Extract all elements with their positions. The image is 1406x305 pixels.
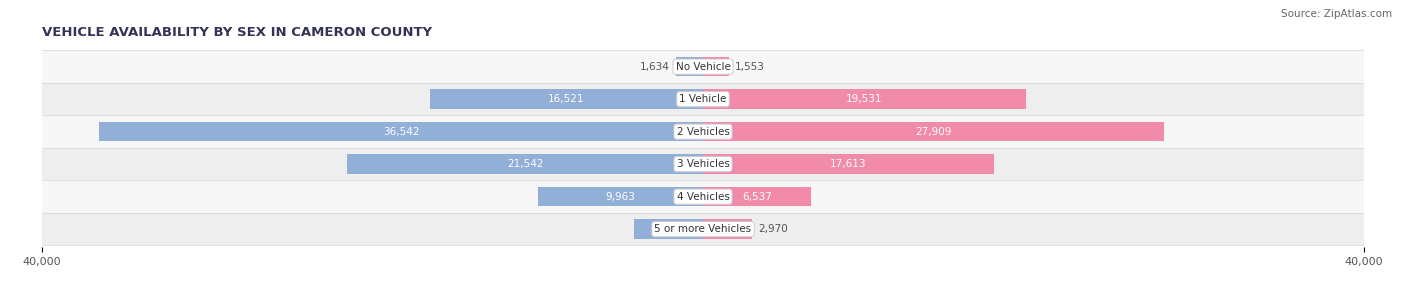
Bar xyxy=(347,154,703,174)
Text: 36,542: 36,542 xyxy=(382,127,419,137)
Bar xyxy=(703,154,994,174)
Text: VEHICLE AVAILABILITY BY SEX IN CAMERON COUNTY: VEHICLE AVAILABILITY BY SEX IN CAMERON C… xyxy=(42,26,432,39)
Bar xyxy=(42,148,1364,181)
Bar xyxy=(430,89,703,109)
Bar xyxy=(634,219,703,239)
Text: 5 or more Vehicles: 5 or more Vehicles xyxy=(654,224,752,234)
Text: 3 Vehicles: 3 Vehicles xyxy=(676,159,730,169)
Bar xyxy=(703,89,1025,109)
Text: 1,634: 1,634 xyxy=(640,62,669,72)
Bar xyxy=(100,122,703,142)
Text: 6,537: 6,537 xyxy=(742,192,772,202)
Bar xyxy=(703,187,811,206)
Bar xyxy=(703,57,728,77)
Text: 17,613: 17,613 xyxy=(830,159,866,169)
Text: 16,521: 16,521 xyxy=(548,94,585,104)
Text: No Vehicle: No Vehicle xyxy=(675,62,731,72)
Text: 4,165: 4,165 xyxy=(654,224,683,234)
Text: 1,553: 1,553 xyxy=(735,62,765,72)
Text: Source: ZipAtlas.com: Source: ZipAtlas.com xyxy=(1281,9,1392,19)
Bar xyxy=(703,219,752,239)
Text: 19,531: 19,531 xyxy=(846,94,883,104)
Bar xyxy=(42,115,1364,148)
Bar xyxy=(42,213,1364,246)
Bar xyxy=(42,83,1364,115)
Text: 27,909: 27,909 xyxy=(915,127,952,137)
Text: 21,542: 21,542 xyxy=(506,159,543,169)
Bar xyxy=(676,57,703,77)
Text: 2,970: 2,970 xyxy=(759,224,789,234)
Text: 2 Vehicles: 2 Vehicles xyxy=(676,127,730,137)
Bar xyxy=(538,187,703,206)
Text: 9,963: 9,963 xyxy=(606,192,636,202)
Text: 1 Vehicle: 1 Vehicle xyxy=(679,94,727,104)
Bar xyxy=(42,181,1364,213)
Bar xyxy=(42,50,1364,83)
Text: 4 Vehicles: 4 Vehicles xyxy=(676,192,730,202)
Bar xyxy=(703,122,1164,142)
